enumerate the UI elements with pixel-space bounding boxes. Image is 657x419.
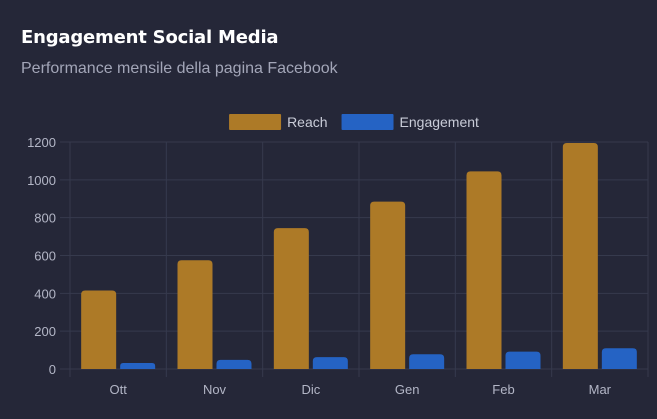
x-tick-label: Dic [301,382,320,397]
bar-reach-feb [466,171,502,369]
x-tick-label: Mar [589,382,612,397]
bar-reach-dic [273,228,309,369]
bar-engagement-feb [505,351,541,369]
y-tick-label: 400 [34,286,56,301]
x-tick-label: Gen [395,382,420,397]
x-tick-label: Ott [109,382,127,397]
y-tick-label: 800 [34,211,56,226]
y-tick-label: 0 [49,362,56,377]
y-tick-label: 600 [34,249,56,264]
y-tick-label: 1000 [27,173,56,188]
legend-label-reach: Reach [287,114,327,130]
x-tick-label: Nov [203,382,227,397]
bar-reach-mar [562,142,598,369]
bar-engagement-mar [601,348,637,369]
bar-engagement-dic [312,357,348,369]
bar-reach-ott [81,290,117,369]
chart-title: Engagement Social Media [21,27,279,48]
y-tick-label: 1200 [27,135,56,150]
bar-reach-gen [370,201,406,369]
bar-engagement-gen [409,354,445,369]
bar-engagement-ott [120,362,156,369]
y-tick-label: 200 [34,324,56,339]
legend-swatch-engagement [341,114,394,130]
legend-swatch-reach [229,114,282,130]
chart-subtitle: Performance mensile della pagina Faceboo… [21,60,338,77]
legend-label-engagement: Engagement [400,114,480,130]
x-tick-label: Feb [492,382,514,397]
bar-engagement-nov [216,359,252,369]
bar-reach-nov [177,260,213,369]
